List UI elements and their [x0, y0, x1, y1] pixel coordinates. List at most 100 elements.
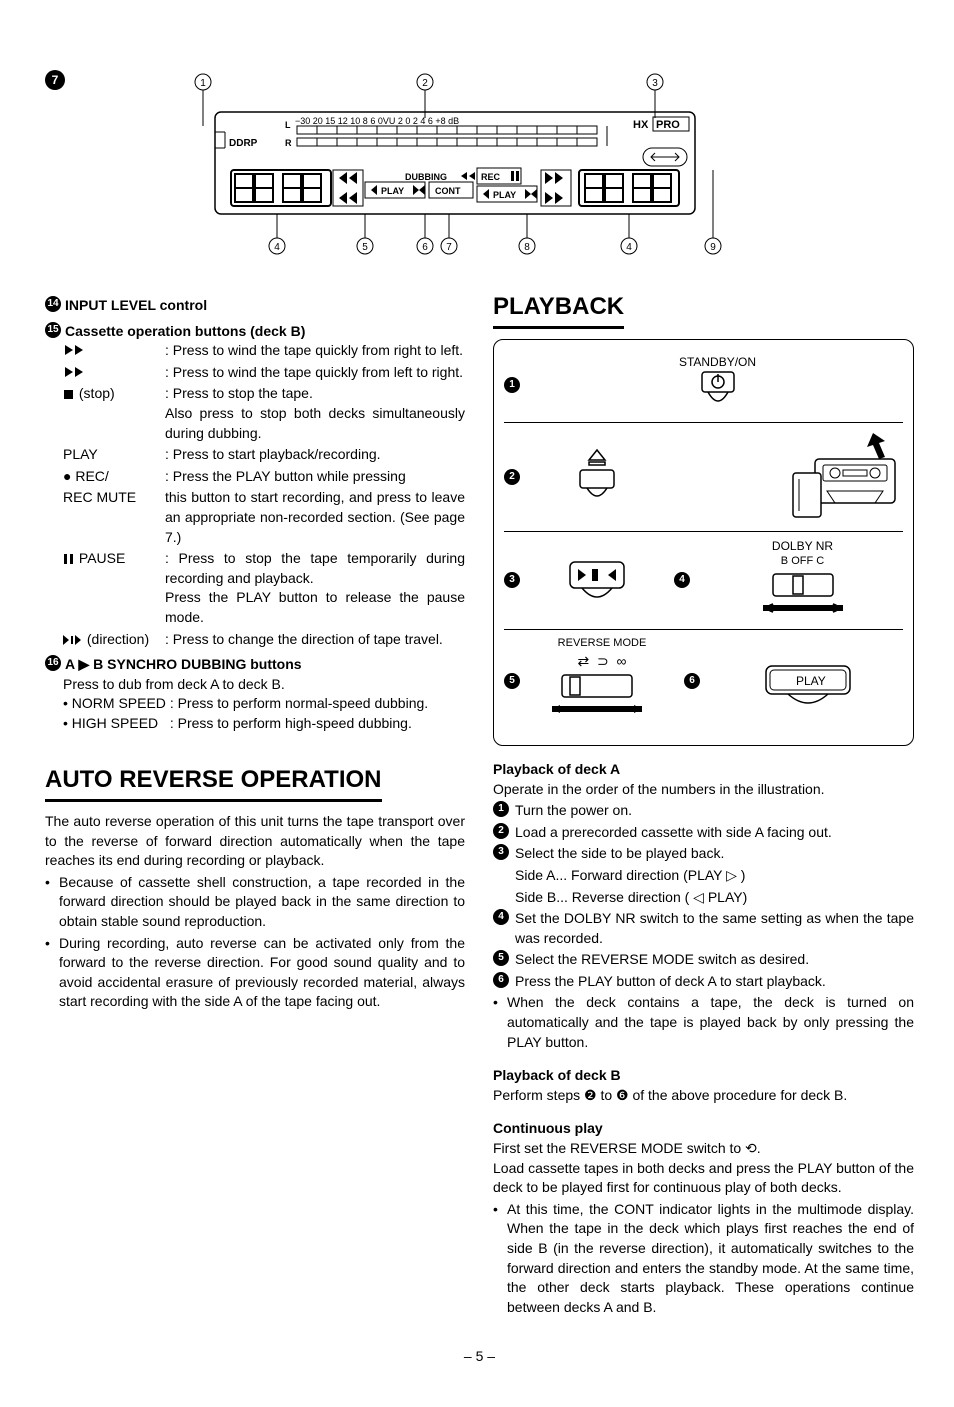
- text-ffwd: : Press to wind the tape quickly from le…: [165, 363, 465, 383]
- auto-reverse-bullet-1: Because of cassette shell construction, …: [59, 873, 465, 932]
- display-panel-svg: 1 2 3 DDRP L R −30 20 15 12 10 8 6 0VU 2…: [165, 70, 745, 270]
- svg-text:DDRP: DDRP: [229, 138, 258, 149]
- svg-text:−30 20 15 12 10 8: −30 20 15 12 10 8 6 0VU 2 0 2 4 6 +8 dB: [295, 116, 459, 126]
- row-recmute: REC MUTE this button to start recording,…: [45, 488, 465, 547]
- step-1-text: Turn the power on.: [515, 801, 632, 821]
- reverse-mode-switch-icon: [532, 671, 662, 719]
- dolby-label: DOLBY NR: [702, 538, 903, 555]
- stop-label: (stop): [79, 385, 115, 401]
- power-button-icon: [688, 370, 748, 410]
- norm-speed-text: : Press to perform normal-speed dubbing.: [170, 695, 428, 711]
- cassette-insert-icon: [763, 429, 903, 519]
- deckA-title: Playback of deck A: [493, 760, 914, 780]
- callout-15: 15: [45, 322, 61, 338]
- step-6: 6: [493, 972, 509, 988]
- figure-callout-7: 7: [45, 70, 65, 90]
- step-5-text: Select the REVERSE MODE switch as desire…: [515, 950, 809, 970]
- row-stop: (stop) : Press to stop the tape. Also pr…: [45, 384, 465, 443]
- item-15-title: Cassette operation buttons (deck B): [65, 322, 305, 342]
- rewind-icon: [63, 345, 87, 355]
- bullet-dot: •: [45, 873, 55, 932]
- svg-text:8: 8: [524, 242, 530, 253]
- text-play: : Press to start playback/recording.: [165, 445, 465, 465]
- text-stop: : Press to stop the tape.: [165, 385, 313, 401]
- svg-text:PRO: PRO: [656, 119, 680, 131]
- standby-label: STANDBY/ON: [532, 354, 903, 371]
- item-16-title: A ▶ B SYNCHRO DUBBING buttons: [65, 655, 302, 675]
- step-2: 2: [493, 823, 509, 839]
- deckA-intro: Operate in the order of the numbers in t…: [493, 780, 914, 800]
- text-pause-extra: Press the PLAY button to release the pau…: [165, 589, 465, 625]
- svg-text:PLAY: PLAY: [381, 186, 404, 196]
- direction-button-icon: [552, 548, 642, 608]
- auto-reverse-para: The auto reverse operation of this unit …: [45, 812, 465, 871]
- step-5: 5: [493, 950, 509, 966]
- play-label: PLAY: [45, 445, 165, 465]
- pb-callout-1: 1: [504, 377, 520, 393]
- display-panel-diagram: 1 2 3 DDRP L R −30 20 15 12 10 8 6 0VU 2…: [165, 70, 914, 270]
- high-speed-label: HIGH SPEED: [72, 715, 158, 731]
- text-stop-extra: Also press to stop both decks simultaneo…: [165, 405, 465, 441]
- svg-text:PLAY: PLAY: [796, 674, 826, 688]
- callout-16: 16: [45, 655, 61, 671]
- svg-text:HX: HX: [633, 119, 649, 131]
- step-4-text: Set the DOLBY NR switch to the same sett…: [515, 909, 914, 948]
- dolby-switch-icon: [743, 570, 863, 618]
- item-16: 16 A ▶ B SYNCHRO DUBBING buttons: [45, 655, 465, 675]
- pb-callout-2: 2: [504, 469, 520, 485]
- svg-text:DUBBING: DUBBING: [405, 172, 447, 182]
- step-6-text: Press the PLAY button of deck A to start…: [515, 972, 826, 992]
- auto-reverse-heading: AUTO REVERSE OPERATION: [45, 763, 382, 802]
- item-14: 14 INPUT LEVEL control: [45, 296, 465, 316]
- deckB-title: Playback of deck B: [493, 1066, 914, 1086]
- row-play: PLAY : Press to start playback/recording…: [45, 445, 465, 465]
- recmute-label: REC MUTE: [45, 488, 165, 547]
- pb-callout-4: 4: [674, 572, 690, 588]
- svg-text:7: 7: [446, 242, 452, 253]
- pb-callout-5: 5: [504, 673, 520, 689]
- pause-label: PAUSE: [79, 550, 125, 566]
- text-pause: : Press to stop the tape temporarily dur…: [165, 550, 465, 586]
- row-ffwd: : Press to wind the tape quickly from le…: [45, 363, 465, 383]
- rec-label: REC/: [75, 468, 108, 484]
- text-recmute: this button to start recording, and pres…: [165, 488, 465, 547]
- bullet-dot: •: [493, 993, 503, 1052]
- svg-text:6: 6: [422, 242, 428, 253]
- dir-label: (direction): [87, 631, 149, 647]
- cont-l2: Load cassette tapes in both decks and pr…: [493, 1159, 914, 1198]
- step-3b-text: Side B... Reverse direction ( ◁ PLAY): [515, 888, 747, 908]
- svg-text:REC: REC: [481, 172, 501, 182]
- eject-button-icon: [562, 444, 632, 504]
- playback-heading: PLAYBACK: [493, 290, 624, 329]
- callout-14: 14: [45, 296, 61, 312]
- pb-callout-3: 3: [504, 572, 520, 588]
- svg-text:R: R: [285, 138, 292, 148]
- svg-text:CONT: CONT: [435, 186, 461, 196]
- text-rec: : Press the PLAY button while pressing: [165, 467, 465, 487]
- svg-text:PLAY: PLAY: [493, 190, 516, 200]
- text-direction: : Press to change the direction of tape …: [165, 630, 465, 650]
- page-number: – 5 –: [45, 1347, 914, 1367]
- deckB-text: Perform steps ❷ to ❻ of the above proced…: [493, 1086, 914, 1106]
- ffwd-icon: [63, 367, 87, 377]
- svg-text:5: 5: [362, 242, 368, 253]
- norm-speed-label: NORM SPEED: [72, 695, 166, 711]
- text-rewind: : Press to wind the tape quickly from ri…: [165, 341, 465, 361]
- play-button-icon: PLAY: [748, 662, 868, 712]
- cont-title: Continuous play: [493, 1119, 914, 1139]
- row-direction: (direction) : Press to change the direct…: [45, 630, 465, 650]
- svg-text:L: L: [285, 120, 291, 130]
- bullet-dot: •: [45, 934, 55, 1012]
- cont-bullet: At this time, the CONT indicator lights …: [507, 1200, 914, 1318]
- high-speed-text: : Press to perform high-speed dubbing.: [170, 715, 412, 731]
- item-16-line1: Press to dub from deck A to deck B.: [63, 675, 465, 695]
- step-3-text: Select the side to be played back.: [515, 844, 724, 864]
- svg-text:1: 1: [200, 78, 206, 89]
- svg-text:3: 3: [652, 78, 658, 89]
- item-15: 15 Cassette operation buttons (deck B): [45, 322, 465, 342]
- step-1: 1: [493, 801, 509, 817]
- item-14-title: INPUT LEVEL control: [65, 296, 207, 316]
- step-2-text: Load a prerecorded cassette with side A …: [515, 823, 832, 843]
- svg-text:2: 2: [422, 78, 428, 89]
- stop-icon: [63, 390, 75, 400]
